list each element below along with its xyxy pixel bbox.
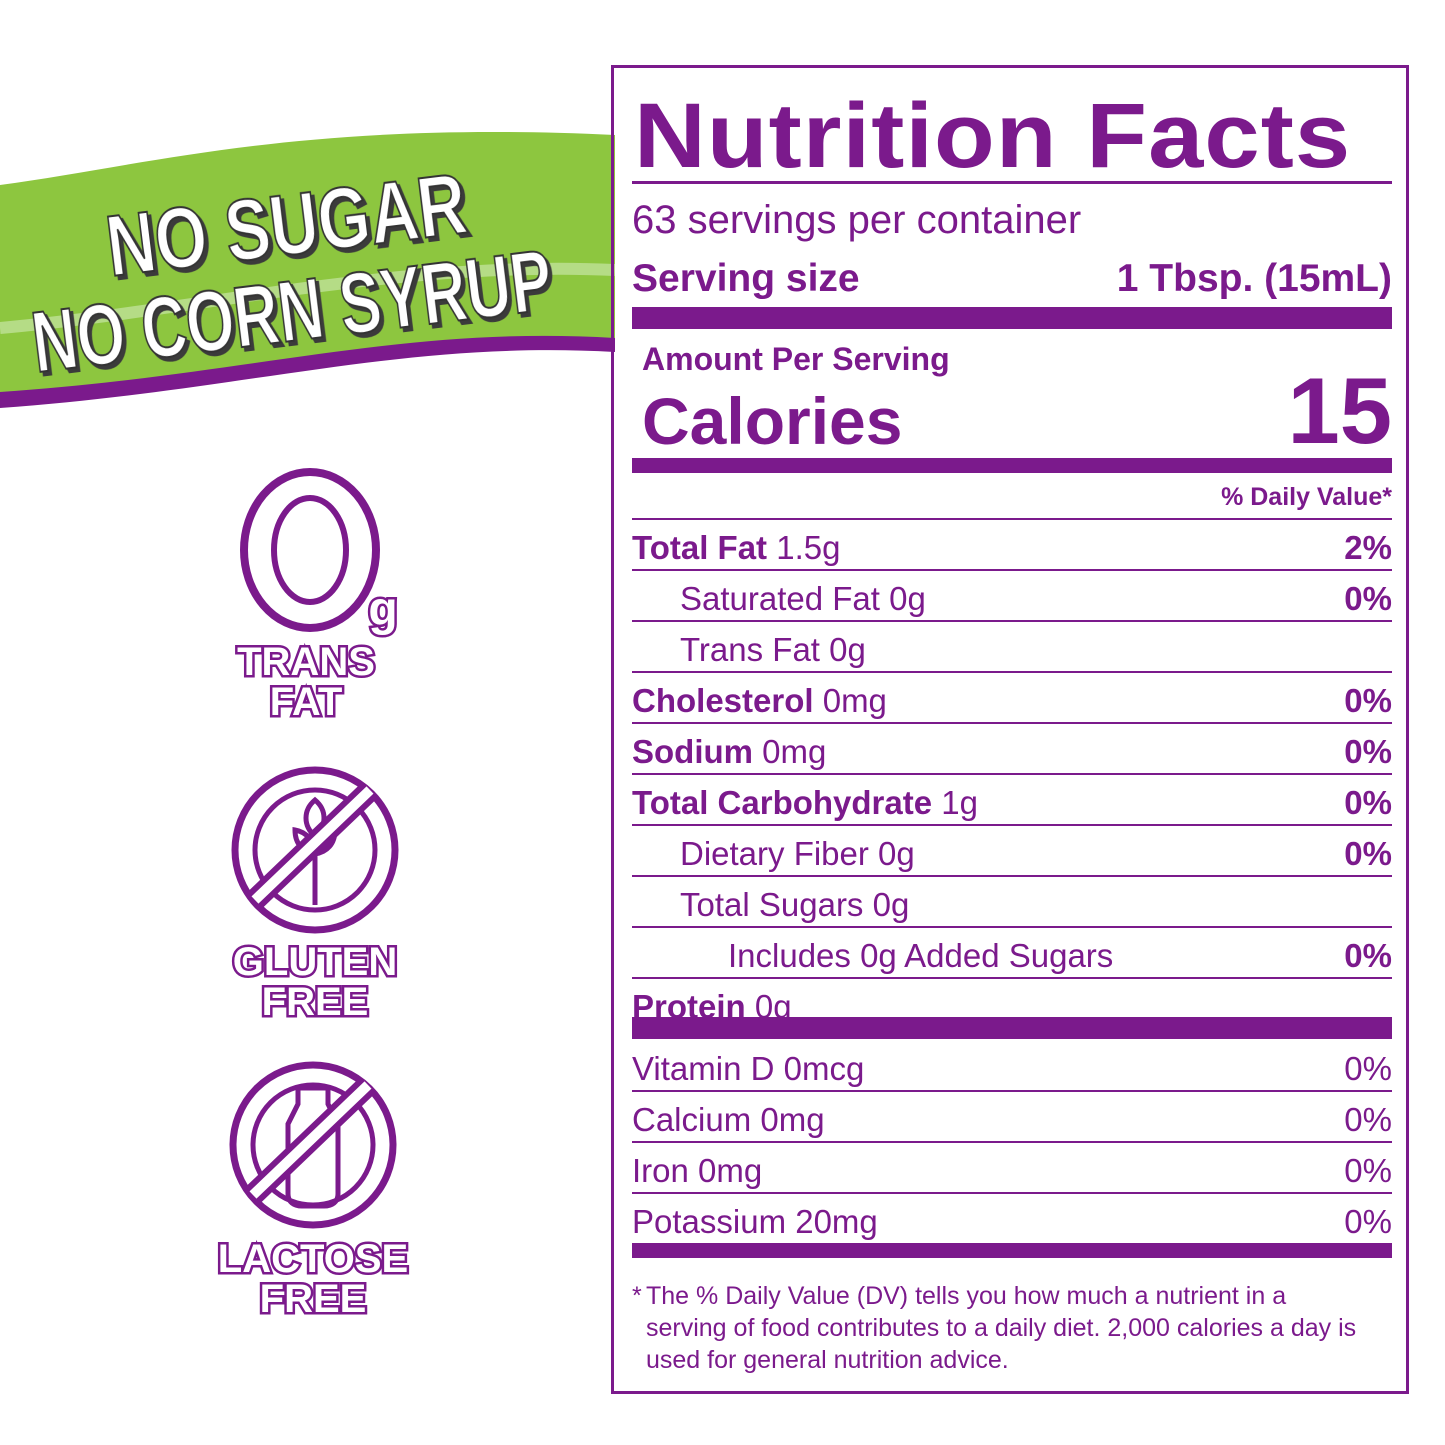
nutrient-amount: 1g <box>932 784 978 821</box>
footnote: * The % Daily Value (DV) tells you how mu… <box>632 1280 1372 1376</box>
divider <box>632 1090 1392 1092</box>
no-wheat-icon <box>231 766 399 934</box>
vitamin-row: Potassium 20mg 0% <box>632 1194 1392 1244</box>
zero-grams-icon: g <box>240 468 400 639</box>
vitamin-name: Potassium 20mg <box>632 1203 878 1240</box>
calories-label: Calories <box>642 384 903 458</box>
nutrient-daily-value: 2% <box>1344 529 1392 566</box>
nutrient-row: Trans Fat 0g <box>632 622 1392 672</box>
servings-per-container: 63 servings per container <box>632 198 1082 242</box>
vitamin-row: Vitamin D 0mcg 0% <box>632 1041 1392 1091</box>
nutrient-label: Total Fat <box>632 529 768 566</box>
badge-trans-line2: FAT <box>270 680 343 724</box>
nutrient-row: Saturated Fat 0g 0% <box>632 571 1392 621</box>
vitamin-name: Iron 0mg <box>632 1152 763 1189</box>
amount-per-serving: Amount Per Serving <box>642 341 950 377</box>
divider <box>632 773 1392 775</box>
nutrient-name: Total Fat 1.5g <box>632 529 840 567</box>
divider <box>632 824 1392 826</box>
calories-value: 15 <box>1287 358 1392 463</box>
divider <box>632 181 1392 184</box>
divider <box>632 620 1392 622</box>
nutrient-label: Cholesterol <box>632 682 814 719</box>
divider <box>632 875 1392 877</box>
nutrient-label: Total Sugars 0g <box>680 886 910 923</box>
nutrient-name: Dietary Fiber 0g <box>680 835 915 873</box>
divider <box>632 1141 1392 1143</box>
badge-gluten-line1: GLUTEN <box>233 940 397 984</box>
badge-trans-line1: TRANS <box>237 640 375 684</box>
nutrient-name: Includes 0g Added Sugars <box>728 937 1113 975</box>
no-sugar-banner: NO SUGAR NO CORN SYRUP <box>0 131 615 408</box>
nutrient-name: Cholesterol 0mg <box>632 682 887 720</box>
divider <box>632 518 1392 520</box>
vitamin-name: Vitamin D 0mcg <box>632 1050 865 1087</box>
nutrient-daily-value: 0% <box>1344 733 1392 770</box>
divider <box>632 1017 1392 1039</box>
badges: g TRANS FAT GLUTEN FREE LACTOSE FREE <box>215 468 411 1324</box>
daily-value-header: % Daily Value* <box>1221 483 1392 511</box>
nutrient-daily-value: 0% <box>1344 784 1392 821</box>
nutrient-name: Sodium 0mg <box>632 733 826 771</box>
badge-lactose-line1: LACTOSE <box>218 1237 408 1281</box>
nutrient-name: Saturated Fat 0g <box>680 580 926 618</box>
nutrient-row: Includes 0g Added Sugars 0% <box>632 928 1392 978</box>
vitamin-daily-value: 0% <box>1344 1203 1392 1240</box>
nutrient-name: Total Sugars 0g <box>680 886 909 924</box>
serving-size-label: Serving size <box>632 257 860 300</box>
divider <box>632 722 1392 724</box>
vitamin-daily-value: 0% <box>1344 1152 1392 1189</box>
nutrient-daily-value: 0% <box>1344 937 1392 974</box>
vitamin-row: Calcium 0mg 0% <box>632 1092 1392 1142</box>
nutrient-label: Includes 0g Added Sugars <box>728 937 1114 974</box>
nutrient-row: Dietary Fiber 0g 0% <box>632 826 1392 876</box>
vitamin-name: Calcium 0mg <box>632 1101 825 1138</box>
nutrient-row: Total Sugars 0g <box>632 877 1392 927</box>
nutrient-name: Total Carbohydrate 1g <box>632 784 978 822</box>
nutrient-row: Total Fat 1.5g 2% <box>632 520 1392 570</box>
zero-grams-unit: g <box>368 583 397 636</box>
thick-divider <box>632 307 1392 329</box>
nutrient-amount: 0mg <box>813 682 887 719</box>
nutrient-daily-value: 0% <box>1344 580 1392 617</box>
badge-lactose-line2: FREE <box>260 1277 367 1321</box>
divider <box>632 1243 1392 1258</box>
nutrition-facts-title: Nutrition Facts <box>634 85 1352 187</box>
nutrient-row: Sodium 0mg 0% <box>632 724 1392 774</box>
vitamin-daily-value: 0% <box>1344 1050 1392 1087</box>
nutrient-label: Saturated Fat 0g <box>680 580 926 617</box>
divider <box>632 569 1392 571</box>
nutrient-row: Cholesterol 0mg 0% <box>632 673 1392 723</box>
divider <box>632 1192 1392 1194</box>
nutrient-amount: 1.5g <box>767 529 841 566</box>
nutrient-amount: 0mg <box>753 733 827 770</box>
footnote-star: * <box>632 1282 642 1310</box>
vitamin-row: Iron 0mg 0% <box>632 1143 1392 1193</box>
badge-gluten-line2: FREE <box>262 980 369 1024</box>
nutrient-daily-value: 0% <box>1344 835 1392 872</box>
divider <box>632 671 1392 673</box>
nutrient-label: Dietary Fiber 0g <box>680 835 915 872</box>
divider <box>632 977 1392 979</box>
serving-size-value: 1 Tbsp. (15mL) <box>1116 257 1392 300</box>
nutrient-daily-value: 0% <box>1344 682 1392 719</box>
nutrient-name: Trans Fat 0g <box>680 631 866 669</box>
no-milk-bottle-icon <box>229 1061 397 1229</box>
nutrient-label: Sodium <box>632 733 753 770</box>
nutrition-facts-panel: Nutrition Facts 63 servings per containe… <box>611 65 1409 1394</box>
nutrient-label: Total Carbohydrate <box>632 784 933 821</box>
nutrient-label: Trans Fat 0g <box>680 631 866 668</box>
thick-divider <box>632 458 1392 473</box>
nutrient-row: Total Carbohydrate 1g 0% <box>632 775 1392 825</box>
vitamin-daily-value: 0% <box>1344 1101 1392 1138</box>
footnote-text: The % Daily Value (DV) tells you how muc… <box>646 1282 1357 1374</box>
divider <box>632 926 1392 928</box>
